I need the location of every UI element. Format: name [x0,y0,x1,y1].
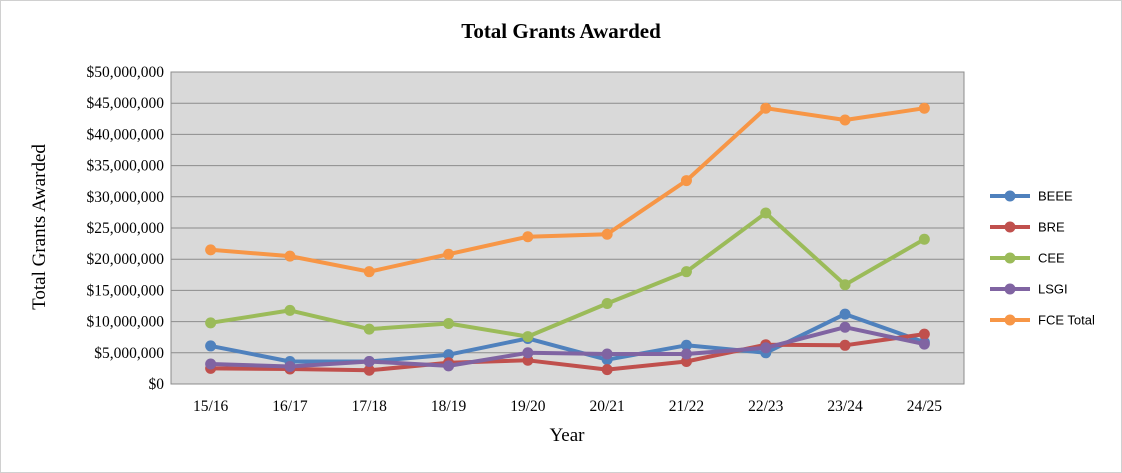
data-point [443,248,455,260]
series-line [208,325,927,369]
series-cee [205,207,930,343]
data-point [918,102,930,114]
y-tick-label: $10,000,000 [87,314,165,331]
data-point [522,331,534,343]
data-point [522,347,534,359]
y-tick-label: $35,000,000 [87,158,165,175]
data-point [918,328,930,340]
legend-swatch-marker [1004,252,1016,264]
data-point [839,279,851,291]
legend-item: CEE [990,251,1065,266]
data-point [839,339,851,351]
x-tick-label: 22/23 [748,398,784,415]
series-line [208,332,927,373]
legend-swatch-marker [1004,283,1016,295]
x-axis-title: Year [549,425,585,446]
legend-item: FCE Total [990,313,1095,328]
data-point [205,317,217,329]
legend-item: BRE [990,220,1065,235]
legend-swatch-marker [1004,190,1016,202]
x-tick-label: 18/19 [431,398,467,415]
series-lsgi [205,321,930,373]
x-tick-label: 21/22 [669,398,704,415]
legend-swatch-marker [1004,221,1016,233]
y-tick-label: $20,000,000 [87,251,165,268]
legend-label: BEEE [1038,189,1073,204]
data-point [680,266,692,278]
data-point [522,231,534,243]
x-tick-labels: 15/16 16/17 17/18 18/19 19/20 20/21 21/22 22/23… [193,398,942,415]
series-line [208,312,927,364]
data-point [443,317,455,329]
series-group [205,102,930,376]
chart-title: Total Grants Awarded [461,19,661,43]
data-point [680,348,692,360]
x-tick-label: 19/20 [510,398,546,415]
data-point [363,323,375,335]
x-tick-label: 23/24 [827,398,863,415]
legend: BEEE BRE CEE LSGI FCE Total [990,189,1095,328]
y-tick-label: $50,000,000 [87,64,165,81]
y-tick-labels: $0 $5,000,000 $10,000,000 $15,000,000 $20,00… [87,64,165,393]
data-point [205,358,217,370]
data-point [839,321,851,333]
legend-swatch-marker [1004,314,1016,326]
data-point [680,339,692,351]
data-point [918,338,930,350]
data-point [363,364,375,376]
x-tick-label: 20/21 [589,398,624,415]
legend-item: LSGI [990,282,1068,297]
y-tick-label: $15,000,000 [87,282,165,299]
data-point [363,266,375,278]
x-tick-label: 17/18 [352,398,388,415]
data-point [760,342,772,354]
legend-label: CEE [1038,251,1065,266]
y-tick-label: $30,000,000 [87,189,165,206]
data-point [601,228,613,240]
series-line [208,211,927,339]
data-point [601,298,613,310]
data-point [284,361,296,373]
data-point [839,114,851,126]
x-tick-label: 16/17 [272,398,308,415]
data-point [363,356,375,368]
legend-label: BRE [1038,220,1065,235]
data-point [760,207,772,219]
data-point [839,308,851,320]
y-tick-label: $5,000,000 [94,345,164,362]
data-point [601,348,613,360]
data-point [443,360,455,372]
y-tick-label: $0 [149,376,165,393]
y-tick-label: $45,000,000 [87,95,165,112]
legend-item: BEEE [990,189,1073,204]
x-tick-label: 15/16 [193,398,229,415]
data-point [601,364,613,376]
legend-label: FCE Total [1038,313,1095,328]
y-axis-title: Total Grants Awarded [29,144,50,310]
x-tick-label: 24/25 [907,398,943,415]
series-line [208,106,927,274]
series-fce-total [205,102,930,278]
legend-label: LSGI [1038,282,1068,297]
data-point [680,175,692,187]
data-point [918,233,930,245]
data-point [205,340,217,352]
y-tick-label: $40,000,000 [87,126,165,143]
data-point [760,102,772,114]
y-tick-label: $25,000,000 [87,220,165,237]
data-point [284,250,296,262]
data-point [205,244,217,256]
data-point [443,349,455,361]
data-point [284,304,296,316]
